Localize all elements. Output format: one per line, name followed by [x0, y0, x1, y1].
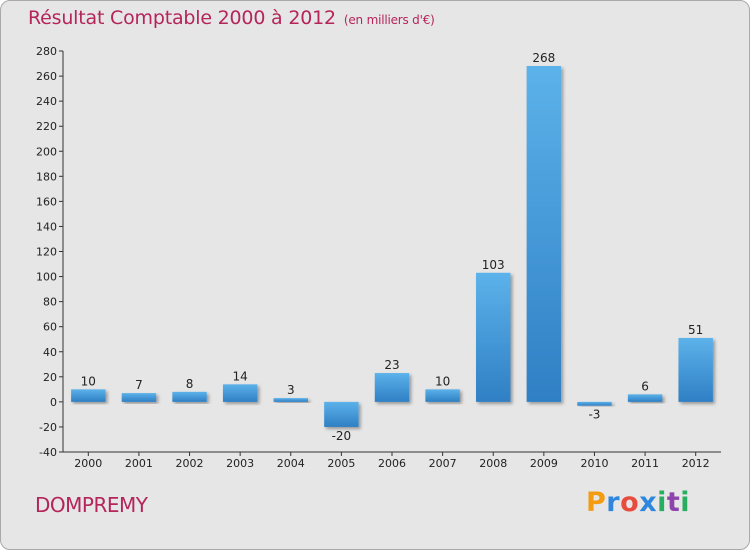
logo-letter: i: [657, 487, 667, 518]
x-tick-label: 2003: [226, 457, 254, 470]
y-tick-label: 180: [36, 170, 57, 183]
x-tick-label: 2004: [277, 457, 305, 470]
x-tick-label: 2011: [631, 457, 659, 470]
data-label: 7: [135, 378, 143, 392]
bar: [222, 384, 258, 402]
bar: [425, 389, 460, 402]
data-label: 6: [641, 379, 649, 393]
commune-name: DOMPREMY: [35, 493, 148, 517]
bar: [273, 398, 308, 402]
data-label: 51: [688, 323, 703, 337]
data-label: 14: [233, 369, 248, 383]
y-tick-label: 220: [36, 120, 57, 133]
bar: [172, 391, 207, 402]
x-tick-label: 2012: [682, 457, 710, 470]
data-label: 10: [81, 374, 96, 388]
x-tick-label: 2009: [530, 457, 558, 470]
bar: [678, 337, 713, 402]
bar: [324, 401, 359, 427]
data-label: 268: [532, 51, 555, 65]
x-tick-label: 2007: [429, 457, 457, 470]
bar: [71, 389, 106, 402]
data-label: -3: [588, 408, 600, 422]
data-label: 3: [287, 383, 295, 397]
y-tick-label: 40: [43, 346, 57, 359]
logo-letter: x: [639, 487, 658, 518]
logo-letter: r: [606, 487, 621, 518]
bar: [476, 272, 511, 402]
y-tick-label: 260: [36, 70, 57, 83]
proxiti-logo: Proxiti: [586, 487, 690, 518]
axes: -40 -20 0 20 40 60 80 100 120 140 160 180 200 220 240 2…: [36, 45, 721, 470]
logo-letter: i: [680, 487, 691, 518]
logo-letter: t: [666, 487, 681, 518]
bar: [121, 393, 157, 402]
data-label: -20: [332, 429, 352, 443]
logo-letter: P: [586, 487, 607, 518]
bar: [374, 373, 410, 402]
x-tick-label: 2001: [125, 457, 153, 470]
y-tick-label: 80: [43, 296, 57, 309]
y-tick-label: -40: [39, 446, 57, 459]
x-tick-label: 2010: [580, 457, 608, 470]
chart-title: Résultat Comptable 2000 à 2012 (en millie…: [28, 7, 435, 29]
x-tick-label: 2005: [327, 457, 355, 470]
y-tick-label: 20: [43, 371, 57, 384]
x-tick-label: 2008: [479, 457, 507, 470]
y-tick-label: 60: [43, 321, 57, 334]
data-label: 23: [384, 358, 399, 372]
bar: [526, 66, 562, 402]
y-tick-label: 140: [36, 220, 57, 233]
data-label: 10: [435, 374, 450, 388]
bars: [71, 66, 713, 427]
x-tick-label: 2000: [74, 457, 102, 470]
y-tick-label: 280: [36, 45, 57, 58]
x-tick-label: 2006: [378, 457, 406, 470]
data-label: 103: [482, 258, 505, 272]
chart-subtitle: (en milliers d'€): [343, 13, 435, 27]
logo-letter: o: [620, 487, 640, 518]
y-tick-label: 160: [36, 195, 57, 208]
data-label: 8: [186, 377, 194, 391]
title-text: Résultat Comptable 2000 à 2012: [28, 7, 336, 29]
value-labels: 10 7 8 14 3 -20 23 10 103 268 -3 6 51: [81, 51, 704, 443]
y-tick-label: 120: [36, 246, 57, 259]
x-tick-label: 2002: [176, 457, 204, 470]
bar: [627, 394, 663, 402]
bar: [577, 401, 612, 406]
y-tick-label: 100: [36, 271, 57, 284]
y-tick-label: 240: [36, 95, 57, 108]
y-tick-label: -20: [39, 421, 57, 434]
y-tick-label: 200: [36, 145, 57, 158]
y-tick-label: 0: [50, 396, 57, 409]
